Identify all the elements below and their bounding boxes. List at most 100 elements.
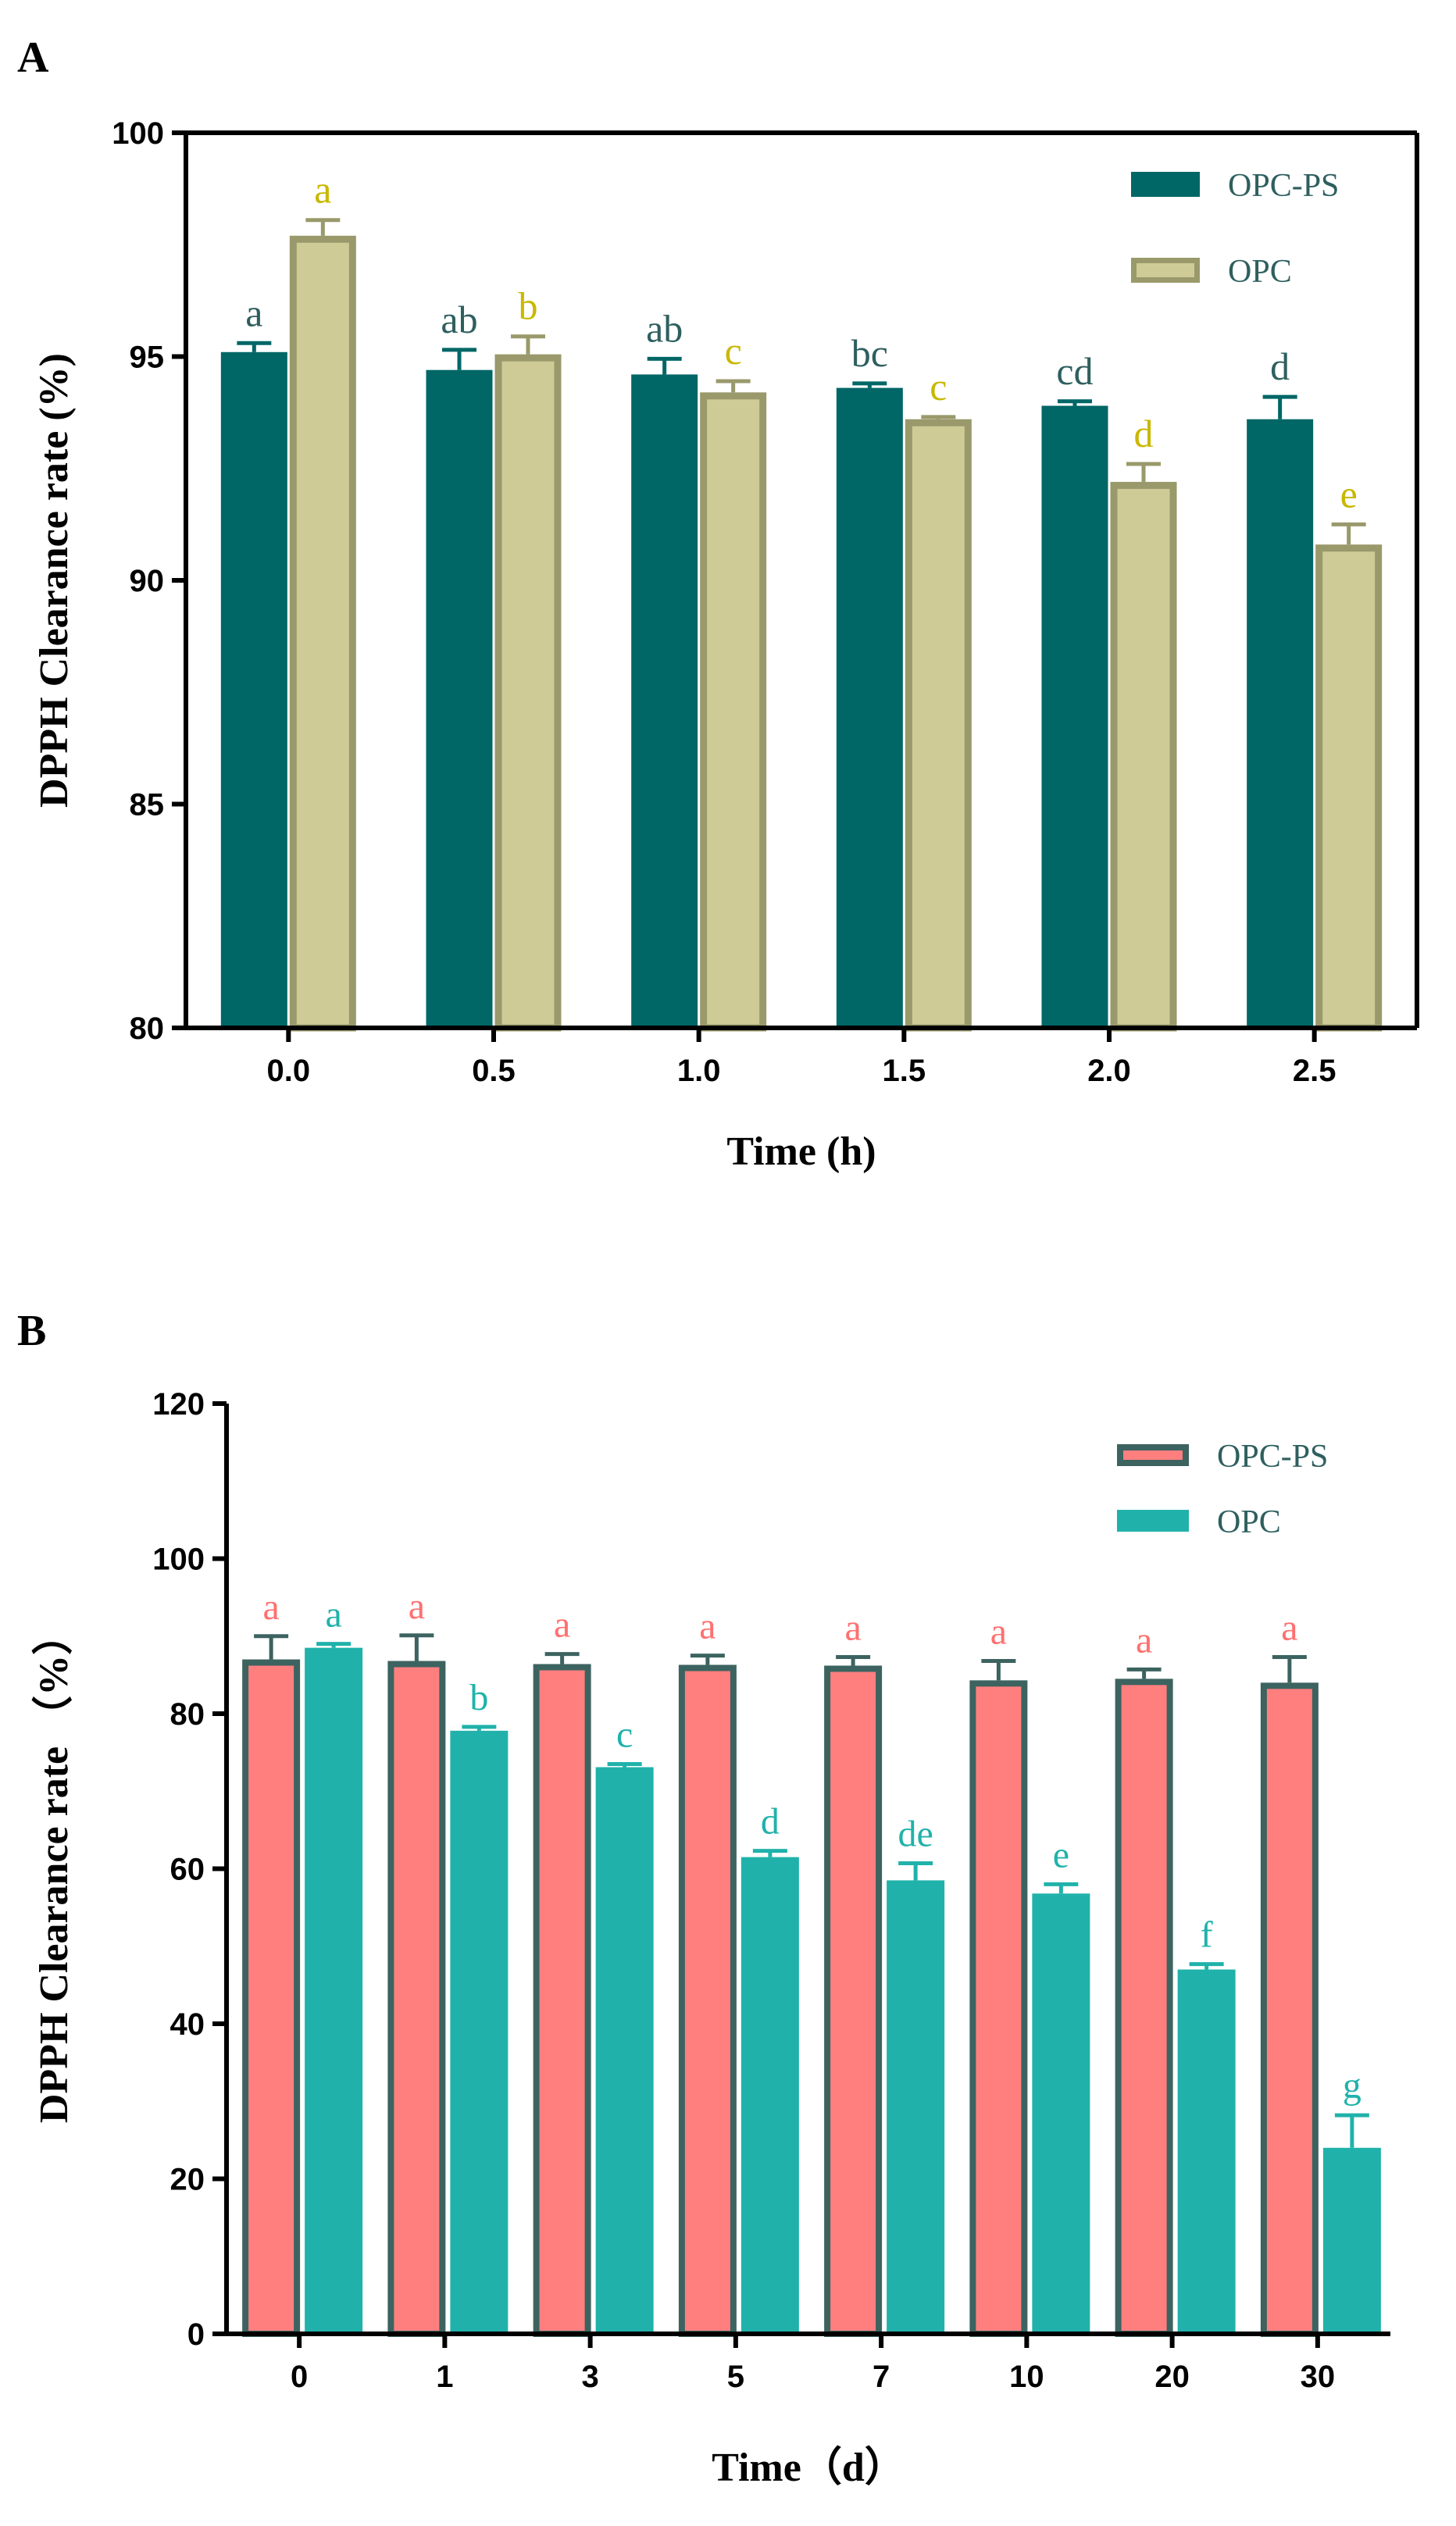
bar [740, 1857, 799, 2334]
significance-letter: a [990, 1611, 1007, 1653]
bar [289, 235, 356, 1032]
bar [450, 1730, 509, 2334]
bar [1032, 1893, 1090, 2334]
x-tick-label: 0 [291, 2360, 308, 2394]
x-tick-label: 5 [727, 2360, 744, 2394]
x-tick-label: 2.0 [1087, 1054, 1131, 1088]
x-tick-label: 1.0 [677, 1054, 721, 1088]
significance-letter: a [325, 1594, 341, 1636]
bar [969, 1680, 1028, 2337]
legend: OPC-PS OPC [1117, 1439, 1328, 1540]
legend-label: OPC [1217, 1504, 1281, 1540]
significance-letter: d [1134, 412, 1154, 455]
legend-label: OPC-PS [1228, 168, 1339, 204]
bar [700, 392, 767, 1032]
bar [595, 1767, 654, 2334]
bar [533, 1664, 591, 2337]
bar [631, 374, 698, 1028]
significance-letter: cd [1056, 349, 1093, 393]
bar [1247, 419, 1314, 1028]
y-tick-label: 20 [170, 2163, 205, 2197]
bar [1115, 1679, 1173, 2337]
panel-label: B [17, 1307, 46, 1355]
significance-letter: b [469, 1677, 488, 1718]
y-tick-label: 60 [170, 1853, 205, 1887]
significance-letter: a [409, 1586, 425, 1627]
y-tick-label: 95 [130, 341, 165, 375]
y-tick-label: 85 [130, 788, 165, 822]
significance-letter: e [1340, 472, 1358, 516]
x-tick-label: 3 [582, 2360, 599, 2394]
significance-letter: a [314, 168, 331, 212]
x-tick-label: 7 [873, 2360, 890, 2394]
y-tick-label: 80 [130, 1011, 165, 1046]
significance-letter: d [761, 1801, 780, 1843]
legend: OPC-PS OPC [1131, 168, 1339, 290]
x-tick-label: 2.5 [1293, 1054, 1336, 1088]
significance-letter: de [898, 1814, 933, 1855]
y-tick-label: 0 [187, 2317, 205, 2352]
significance-letter: a [1136, 1619, 1152, 1661]
x-tick-label: 10 [1009, 2360, 1044, 2394]
significance-letter: a [844, 1607, 861, 1649]
significance-letter: a [699, 1606, 716, 1647]
x-axis-title: Time (h) [726, 1129, 876, 1174]
y-tick-label: 120 [152, 1387, 205, 1422]
significance-letter: c [616, 1714, 633, 1756]
bar [1041, 405, 1108, 1028]
significance-letter: a [1281, 1607, 1297, 1649]
bar [387, 1661, 446, 2337]
legend-swatch [1117, 1444, 1189, 1466]
significance-letter: d [1270, 344, 1290, 388]
significance-letter: bc [851, 331, 888, 375]
y-axis-title: DPPH Clearance rate （%） [31, 1614, 77, 2123]
bar [1315, 544, 1383, 1032]
significance-letter: ab [441, 298, 477, 341]
bar [1260, 1682, 1319, 2338]
bar [220, 351, 287, 1028]
y-tick-label: 100 [152, 1543, 205, 1577]
series-opc: a b c d de e f g [305, 1594, 1381, 2334]
legend-swatch [1131, 258, 1200, 283]
bar [905, 419, 972, 1032]
panel-label: A [17, 34, 49, 82]
bar [494, 354, 562, 1032]
significance-letter: c [930, 365, 947, 409]
bar [1110, 481, 1177, 1032]
x-tick-label: 1 [436, 2360, 453, 2394]
panel-b: Ba a a a a a a a a b c d de e f g 0 20 40 60 80 100 120 0 1 3 5 7 10… [17, 1307, 1390, 2490]
legend-label: OPC-PS [1217, 1439, 1328, 1475]
bar [1177, 1969, 1236, 2334]
x-tick-label: 0.0 [267, 1054, 311, 1088]
bar [836, 387, 903, 1028]
y-tick-label: 90 [130, 564, 165, 598]
significance-letter: g [1343, 2065, 1361, 2107]
significance-letter: b [519, 284, 538, 328]
legend-label: OPC [1228, 254, 1292, 290]
bar [678, 1664, 737, 2337]
y-tick-label: 100 [112, 116, 164, 151]
significance-letter: c [725, 329, 742, 373]
significance-letter: e [1053, 1834, 1069, 1875]
bar [305, 1647, 363, 2334]
significance-letter: ab [646, 306, 683, 350]
y-tick-label: 80 [170, 1697, 205, 1732]
y-axis-title: DPPH Clearance rate (%) [32, 353, 77, 808]
significance-letter: a [262, 1586, 279, 1628]
x-axis-title: Time（d） [712, 2445, 905, 2490]
significance-letter: a [245, 291, 262, 334]
bar [824, 1665, 883, 2338]
significance-letter: a [554, 1604, 570, 1646]
significance-letter: f [1201, 1914, 1213, 1956]
x-tick-label: 20 [1154, 2360, 1190, 2394]
x-tick-label: 30 [1301, 2360, 1336, 2394]
legend-swatch [1117, 1510, 1189, 1532]
legend-swatch [1131, 172, 1200, 197]
bar [1322, 2147, 1381, 2334]
x-tick-label: 1.5 [883, 1054, 926, 1088]
y-tick-label: 40 [170, 2007, 205, 2042]
bar [887, 1880, 945, 2334]
